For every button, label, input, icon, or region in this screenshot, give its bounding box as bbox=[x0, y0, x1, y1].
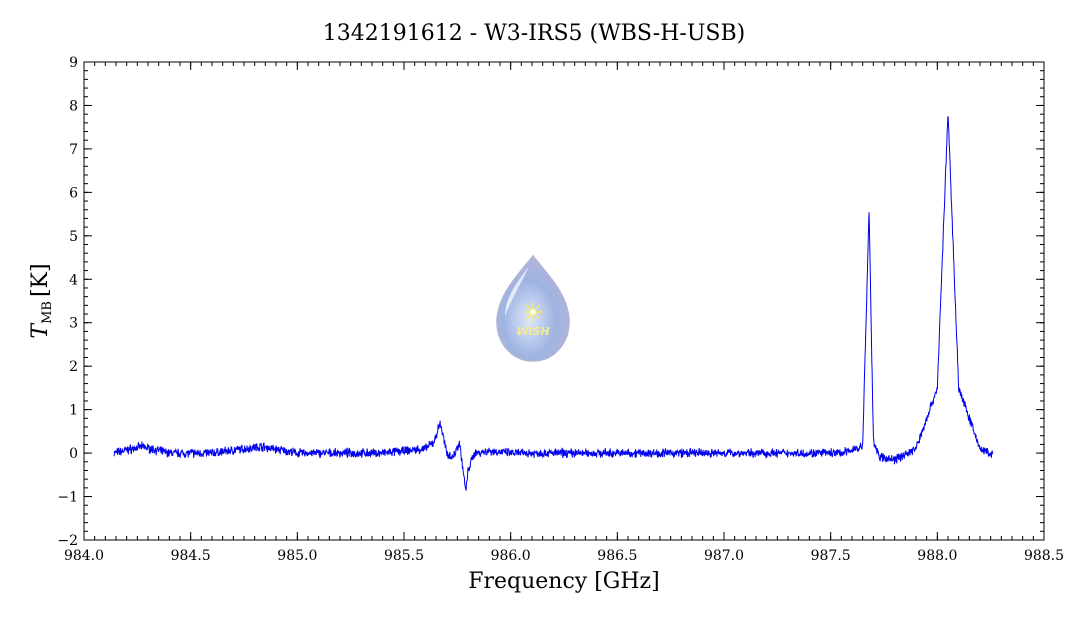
plot-area: 984.0 984.5 985.0 985.5 986.0 986.5 987.0 987.5… bbox=[57, 55, 1064, 564]
y-tick-label: 0 bbox=[69, 446, 78, 462]
x-tick-label: 986.0 bbox=[491, 548, 531, 564]
x-tick-label: 987.5 bbox=[811, 548, 851, 564]
x-tick-label: 985.5 bbox=[384, 548, 424, 564]
y-tick-label: 3 bbox=[69, 316, 78, 332]
x-tick-label: 987.0 bbox=[704, 548, 744, 564]
y-tick-label: 6 bbox=[69, 185, 78, 201]
x-tick-label: 988.5 bbox=[1024, 548, 1064, 564]
y-tick-label: 9 bbox=[69, 55, 78, 71]
y-tick-label: 4 bbox=[69, 272, 78, 288]
y-axis-label-main: T bbox=[28, 322, 53, 339]
logo-text: WISH bbox=[516, 325, 549, 338]
drop-highlight-icon bbox=[505, 266, 529, 316]
y-axis: −2 −1 0 1 2 3 4 5 6 7 8 9 bbox=[57, 55, 1044, 549]
star-core bbox=[530, 309, 536, 315]
x-tick-label: 984.5 bbox=[171, 548, 211, 564]
x-tick-label: 988.0 bbox=[917, 548, 957, 564]
y-tick-label: 8 bbox=[69, 98, 78, 114]
x-tick-label: 984.0 bbox=[64, 548, 104, 564]
y-axis-label-unit: [K] bbox=[28, 263, 53, 297]
y-tick-label: 7 bbox=[69, 142, 78, 158]
series-line bbox=[113, 116, 994, 491]
x-axis-label: Frequency [GHz] bbox=[468, 569, 660, 594]
y-axis-label-sub: MB bbox=[40, 301, 55, 324]
y-tick-label: −1 bbox=[57, 490, 78, 506]
y-axis-label: TMB [K] bbox=[28, 263, 55, 338]
y-tick-label: 5 bbox=[69, 229, 78, 245]
y-tick-label: 2 bbox=[69, 359, 78, 375]
x-axis: 984.0 984.5 985.0 985.5 986.0 986.5 987.0 987.5… bbox=[64, 62, 1064, 564]
chart-title: 1342191612 - W3-IRS5 (WBS-H-USB) bbox=[323, 21, 745, 46]
y-tick-label: 1 bbox=[69, 403, 78, 419]
x-tick-label: 986.5 bbox=[597, 548, 637, 564]
x-tick-label: 985.0 bbox=[277, 548, 317, 564]
wish-logo: WISH bbox=[496, 254, 570, 362]
y-tick-label: −2 bbox=[57, 533, 78, 549]
